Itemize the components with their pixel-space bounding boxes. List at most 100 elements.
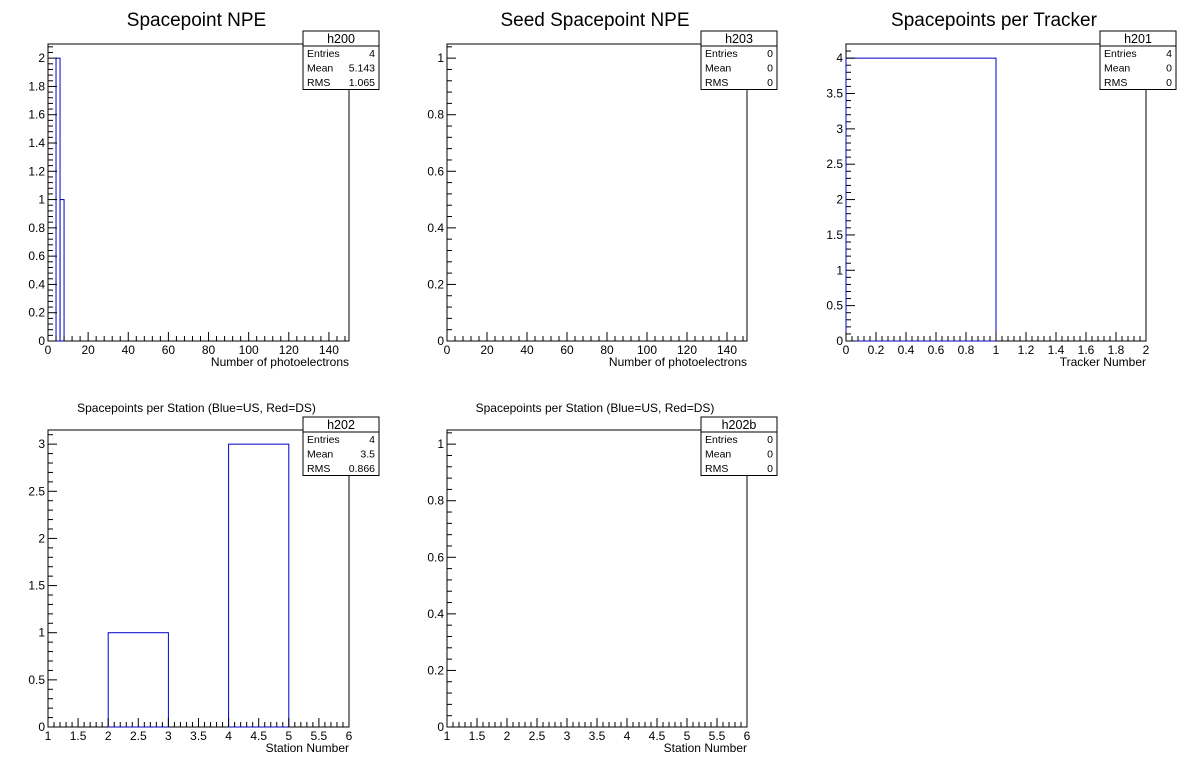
y-tick-label: 2 bbox=[38, 51, 45, 65]
stats-box-frame bbox=[302, 416, 380, 476]
stats-box-name: h202 bbox=[327, 418, 355, 432]
stats-box: h201 Entries 4 Mean 0 RMS 0 bbox=[1099, 30, 1177, 90]
y-tick-label: 0.2 bbox=[28, 306, 45, 320]
y-tick-label: 0.5 bbox=[28, 673, 45, 687]
x-tick-label: 60 bbox=[162, 343, 176, 357]
y-tick-label: 0.4 bbox=[427, 221, 444, 235]
x-tick-label: 0.2 bbox=[868, 343, 885, 357]
y-tick-label: 0.2 bbox=[427, 663, 444, 677]
x-tick-label: 40 bbox=[122, 343, 136, 357]
histogram-panel-3: Spacepoints per Tracker 0 0.2 0.4 0.6 0.8 1 1.2… bbox=[826, 10, 1177, 369]
stats-value: 0.866 bbox=[349, 463, 375, 475]
x-tick-label: 20 bbox=[81, 343, 95, 357]
stats-value: 0 bbox=[767, 77, 773, 89]
x-tick-label: 1.5 bbox=[469, 729, 486, 743]
histogram-bin bbox=[845, 57, 997, 342]
x-tick-label: 4.5 bbox=[649, 729, 666, 743]
x-tick-label: 4 bbox=[225, 729, 232, 743]
stats-box-frame bbox=[302, 30, 380, 90]
stats-label: Mean bbox=[1104, 63, 1130, 75]
stats-label: RMS bbox=[1104, 77, 1127, 89]
y-tick-label: 1 bbox=[38, 193, 45, 207]
histogram-bin bbox=[59, 199, 65, 342]
x-tick-label: 140 bbox=[319, 343, 339, 357]
y-tick-label: 0 bbox=[437, 334, 444, 348]
y-tick-label: 0.8 bbox=[427, 494, 444, 508]
stats-value: 4 bbox=[1166, 48, 1172, 60]
stats-box-frame bbox=[700, 30, 778, 90]
x-tick-label: 3.5 bbox=[589, 729, 606, 743]
x-tick-label: 5.5 bbox=[709, 729, 726, 743]
stats-label: RMS bbox=[307, 77, 330, 89]
x-tick-label: 20 bbox=[480, 343, 494, 357]
y-tick-label: 1.4 bbox=[28, 136, 45, 150]
x-tick-label: 1.5 bbox=[70, 729, 87, 743]
stats-box-name: h201 bbox=[1124, 32, 1152, 46]
stats-label: Mean bbox=[705, 63, 731, 75]
stats-value: 3.5 bbox=[360, 449, 375, 461]
y-tick-label: 0.2 bbox=[427, 277, 444, 291]
x-tick-label: 2.5 bbox=[130, 729, 147, 743]
x-tick-label: 2.5 bbox=[529, 729, 546, 743]
stats-value: 0 bbox=[767, 63, 773, 75]
stats-box: h202b Entries 0 Mean 0 RMS 0 bbox=[700, 416, 778, 476]
x-tick-label: 40 bbox=[520, 343, 534, 357]
histogram-bin bbox=[107, 632, 169, 728]
x-tick-label: 6 bbox=[744, 729, 751, 743]
histogram-panel-4: Spacepoints per Station (Blue=US, Red=DS… bbox=[28, 401, 380, 755]
stats-label: Mean bbox=[307, 63, 333, 75]
stats-value: 0 bbox=[767, 48, 773, 60]
chart-title: Spacepoints per Tracker bbox=[891, 10, 1098, 31]
stats-label: Entries bbox=[307, 48, 340, 60]
y-tick-label: 0.4 bbox=[28, 277, 45, 291]
y-tick-label: 4 bbox=[836, 51, 843, 65]
x-tick-label: 100 bbox=[239, 343, 259, 357]
x-axis-title: Number of photoelectrons bbox=[609, 355, 747, 369]
stats-value: 0 bbox=[1166, 77, 1172, 89]
x-tick-label: 4.5 bbox=[250, 729, 267, 743]
stats-value: 5.143 bbox=[349, 63, 375, 75]
chart-title: Spacepoints per Station (Blue=US, Red=DS… bbox=[77, 401, 316, 415]
y-tick-label: 0 bbox=[437, 720, 444, 734]
histogram-panel-1: Spacepoint NPE 0 20 40 60 80 100 120 140 0 0.2 0.4 0… bbox=[28, 10, 380, 369]
x-tick-label: 3 bbox=[165, 729, 172, 743]
y-tick-label: 3 bbox=[38, 437, 45, 451]
stats-box: h200 Entries 4 Mean 5.143 RMS 1.065 bbox=[302, 30, 380, 90]
x-tick-label: 80 bbox=[202, 343, 216, 357]
stats-label: RMS bbox=[307, 463, 330, 475]
x-tick-label: 3.5 bbox=[190, 729, 207, 743]
y-tick-label: 0 bbox=[38, 334, 45, 348]
y-tick-label: 2 bbox=[38, 531, 45, 545]
y-tick-label: 2 bbox=[836, 193, 843, 207]
histogram-panel-5: Spacepoints per Station (Blue=US, Red=DS… bbox=[427, 401, 778, 755]
x-tick-label: 100 bbox=[637, 343, 657, 357]
y-tick-label: 1.8 bbox=[28, 79, 45, 93]
x-tick-label: 1.2 bbox=[1018, 343, 1035, 357]
x-tick-label: 120 bbox=[677, 343, 697, 357]
x-tick-label: 1.8 bbox=[1108, 343, 1125, 357]
y-tick-label: 0.8 bbox=[427, 108, 444, 122]
stats-box-frame bbox=[1099, 30, 1177, 90]
x-axis-title: Station Number bbox=[266, 741, 349, 755]
x-tick-label: 120 bbox=[279, 343, 299, 357]
stats-label: Entries bbox=[705, 48, 738, 60]
chart-title: Seed Spacepoint NPE bbox=[500, 10, 689, 31]
y-tick-label: 1.6 bbox=[28, 108, 45, 122]
x-tick-label: 0.8 bbox=[958, 343, 975, 357]
stats-value: 0 bbox=[767, 449, 773, 461]
stats-box: h202 Entries 4 Mean 3.5 RMS 0.866 bbox=[302, 416, 380, 476]
y-tick-label: 1.5 bbox=[826, 228, 843, 242]
y-tick-label: 0.4 bbox=[427, 607, 444, 621]
x-tick-label: 2 bbox=[1143, 343, 1150, 357]
x-tick-label: 4 bbox=[624, 729, 631, 743]
y-tick-label: 3.5 bbox=[826, 87, 843, 101]
x-tick-label: 60 bbox=[560, 343, 574, 357]
chart-title: Spacepoint NPE bbox=[127, 10, 266, 31]
stats-box-name: h200 bbox=[327, 32, 355, 46]
x-tick-label: 0 bbox=[843, 343, 850, 357]
x-tick-label: 2 bbox=[504, 729, 511, 743]
x-tick-label: 80 bbox=[600, 343, 614, 357]
plot-frame bbox=[47, 43, 350, 342]
stats-label: Entries bbox=[307, 434, 340, 446]
